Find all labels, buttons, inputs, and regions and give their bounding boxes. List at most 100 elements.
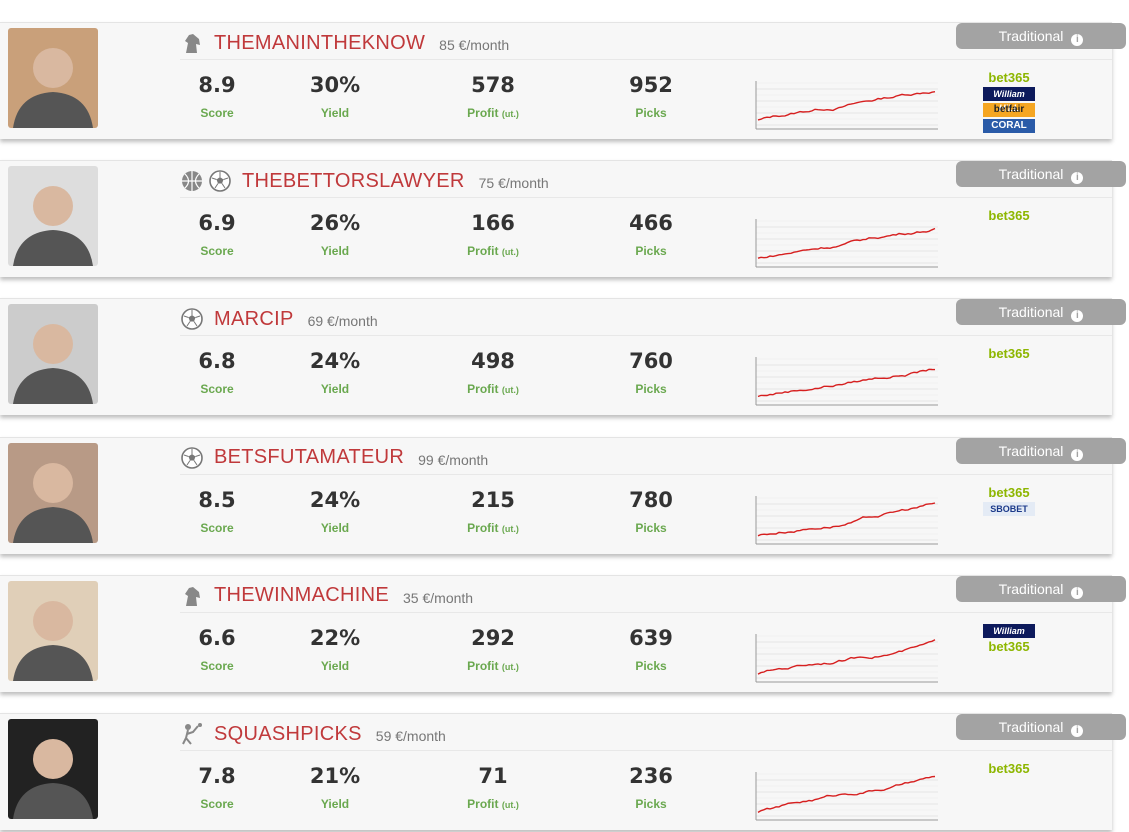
tipster-name[interactable]: MARCIP (214, 307, 294, 330)
stat-profit: 578 Profit (ut.) (433, 73, 553, 120)
stat-value: 236 (629, 764, 673, 788)
stat-yield: 24% Yield (275, 488, 395, 535)
stat-value: 22% (309, 625, 361, 650)
tipster-name[interactable]: BETSFUTAMATEUR (214, 446, 405, 469)
stat-label-text: Picks (635, 106, 667, 120)
bookmaker-logo[interactable]: William HILL (983, 87, 1035, 113)
stat-label-text: Profit (467, 520, 499, 535)
stat-score: 6.8 Score (157, 349, 277, 396)
bookmaker-logo[interactable]: SBOBET (983, 501, 1035, 516)
stat-label: Yield (275, 382, 395, 396)
avatar[interactable] (8, 442, 98, 543)
stat-label-text: Profit (467, 106, 499, 120)
info-icon[interactable]: i (1071, 34, 1084, 46)
stat-label: Profit (ut.) (433, 244, 553, 258)
avatar[interactable] (8, 719, 98, 819)
stat-value: 760 (629, 349, 673, 374)
stat-label-text: Yield (320, 382, 350, 397)
info-icon[interactable]: i (1071, 448, 1084, 461)
avatar[interactable] (8, 28, 98, 128)
badge[interactable]: Traditional i (956, 161, 1126, 188)
tipster-name[interactable]: THEMANINTHEKNOW (214, 31, 426, 54)
stat-score: 8.5 Score (157, 488, 277, 535)
stat-label: Profit (ut.) (433, 521, 553, 535)
badge[interactable]: Traditional i (956, 714, 1126, 740)
info-icon[interactable]: i (1071, 172, 1084, 185)
tipster-card: MARCIP 69 €/month 6.8 Score 24% Yield 498 Profi… (0, 298, 1126, 416)
info-icon[interactable]: i (1071, 725, 1084, 737)
avatar[interactable] (8, 304, 98, 405)
stat-picks: 780 Picks (591, 488, 711, 535)
stat-label: Picks (591, 244, 711, 258)
stat-value: 21% (309, 764, 361, 788)
stat-profit: 71 Profit (ut.) (433, 764, 553, 811)
sport-icon (180, 584, 208, 608)
stat-label: Profit (ut.) (433, 659, 553, 673)
stat-label-text: Picks (635, 520, 667, 535)
price: 69 €/month (307, 313, 378, 330)
stat-label: Picks (591, 659, 711, 673)
bookmaker-logo[interactable]: betfair (983, 103, 1035, 117)
tipster-name[interactable]: SQUASHPICKS (214, 722, 362, 745)
badge[interactable]: Traditional i (956, 437, 1126, 464)
avatar[interactable] (8, 580, 98, 681)
bookmaker-logo[interactable]: bet365 (988, 70, 1030, 85)
bookmakers: bet365 (983, 209, 1035, 225)
stat-profit: 166 Profit (ut.) (433, 211, 553, 258)
bookmaker-logo[interactable]: bet365 (988, 346, 1030, 362)
stat-value: 6.9 (198, 211, 236, 236)
tipster-card: BETSFUTAMATEUR 99 €/month 8.5 Score 24% Yield… (0, 436, 1126, 554)
stat-profit: 215 Profit (ut.) (433, 488, 553, 535)
stat-value: 498 (471, 349, 515, 374)
stat-label: Profit (ut.) (433, 382, 553, 396)
stat-profit: 498 Profit (ut.) (433, 349, 553, 396)
stat-label-text: Picks (635, 382, 667, 397)
stat-score: 6.9 Score (157, 211, 277, 258)
stat-label-text: Score (200, 106, 234, 120)
badge[interactable]: Traditional i (956, 23, 1126, 49)
bookmaker-logo[interactable]: bet365 (988, 208, 1030, 224)
info-icon[interactable]: i (1071, 586, 1084, 599)
tipster-name[interactable]: THEWINMACHINE (214, 584, 390, 607)
price: 59 €/month (375, 728, 446, 744)
bookmaker-logo[interactable]: William HILL (983, 623, 1035, 650)
info-icon[interactable]: i (1071, 310, 1084, 323)
stat-label-text: Score (200, 520, 234, 535)
stat-label-text: Profit (467, 382, 499, 397)
bookmaker-logo[interactable]: bet365 (988, 638, 1030, 654)
stat-label: Picks (591, 106, 711, 120)
badge[interactable]: Traditional i (956, 299, 1126, 326)
price: 75 €/month (478, 175, 549, 192)
bookmakers: bet365 SBOBET (983, 484, 1035, 518)
stat-yield: 21% Yield (275, 764, 395, 811)
stat-value: 639 (629, 625, 673, 650)
stat-value: 24% (309, 487, 361, 512)
stat-label-text: Yield (320, 520, 350, 535)
badge[interactable]: Traditional i (956, 575, 1126, 602)
unit-label: (ut.) (501, 247, 519, 258)
bookmaker-logo[interactable]: bet365 (988, 484, 1030, 500)
bookmakers: bet365 (983, 347, 1035, 363)
separator (180, 750, 1112, 751)
stat-picks: 466 Picks (591, 211, 711, 258)
separator (180, 335, 1112, 337)
stat-label: Yield (275, 797, 395, 811)
bookmakers: William HILL bet365 (983, 623, 1035, 656)
unit-label: (ut.) (501, 523, 519, 534)
bookmaker-logo[interactable]: CORAL (983, 119, 1035, 133)
sparkline (750, 630, 942, 692)
header: MARCIP 69 €/month (180, 304, 378, 334)
stat-value: 292 (471, 625, 515, 650)
stat-yield: 24% Yield (275, 349, 395, 396)
badge-text: Traditional (998, 304, 1064, 321)
tipster-card: SQUASHPICKS 59 €/month 7.8 Score 21% Yield 71 P… (0, 713, 1126, 830)
bookmaker-logo[interactable]: bet365 (988, 761, 1030, 776)
avatar[interactable] (8, 166, 98, 267)
stat-value: 8.9 (198, 73, 236, 97)
sparkline (750, 768, 942, 830)
stat-label: Profit (ut.) (433, 106, 553, 120)
stat-label: Picks (591, 382, 711, 396)
tipster-name[interactable]: THEBETTORSLAWYER (242, 169, 465, 192)
header: THEWINMACHINE 35 €/month (180, 581, 473, 611)
stat-score: 8.9 Score (157, 73, 277, 120)
